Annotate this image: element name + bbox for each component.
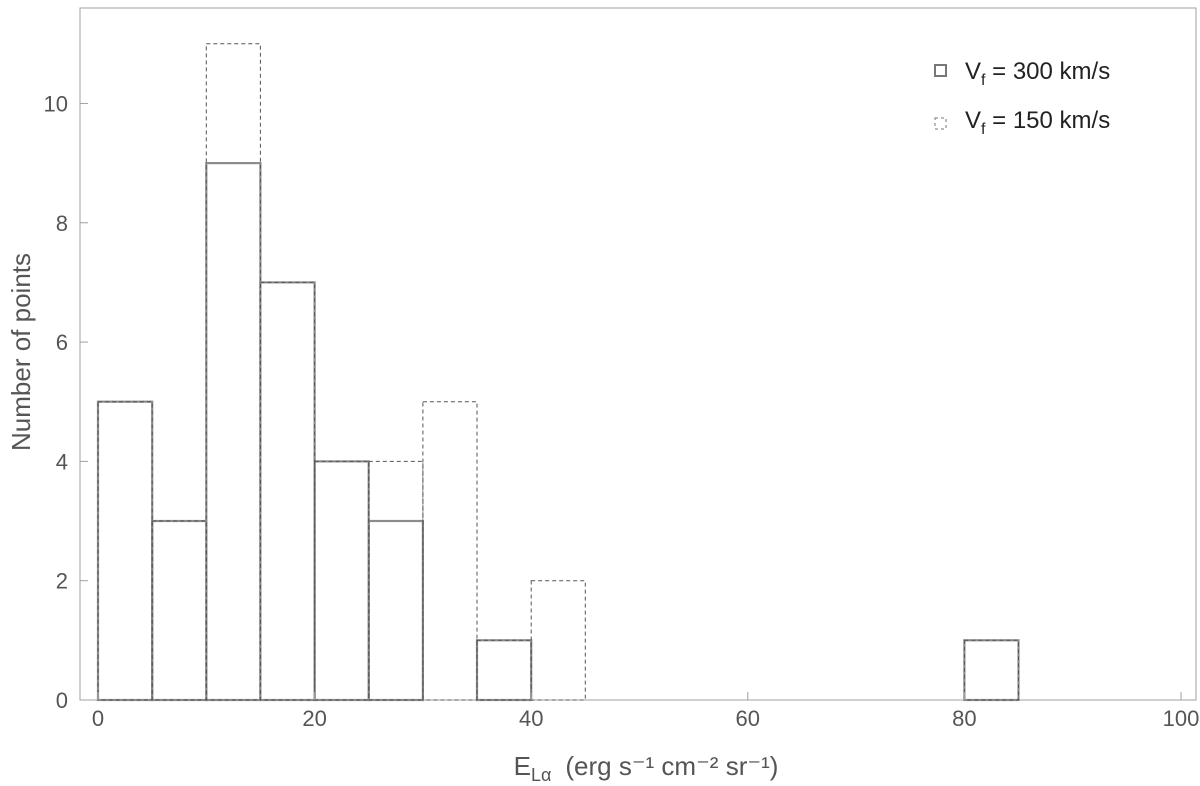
bar-vf-150-bin-35-40	[476, 639, 532, 701]
y-tick-label: 0	[56, 688, 68, 713]
y-tick-label: 2	[56, 569, 68, 594]
bar-vf-300-bin-80-85	[963, 639, 1020, 702]
legend-label-vf-300: Vf = 300 km/s	[965, 58, 1110, 89]
y-tick-label: 10	[44, 91, 68, 116]
series-vf-150-bars	[97, 43, 1020, 701]
x-axis-title: ELα (erg s⁻¹ cm⁻² sr⁻¹)	[514, 751, 779, 785]
x-axis-title-main: E	[514, 751, 531, 781]
bar-vf-300-bin-20-25	[313, 460, 370, 702]
legend: Vf = 300 km/s Vf = 150 km/s	[934, 58, 1110, 138]
x-tick-label: 40	[519, 706, 543, 731]
bar-vf-150-bin-10-15	[205, 43, 261, 701]
bar-vf-150-bin-30-35	[422, 401, 478, 701]
bar-vf-300-bin-25-30	[367, 519, 424, 702]
y-tick-label: 6	[56, 330, 68, 355]
series-vf-300-bars	[96, 162, 1020, 702]
bar-vf-150-bin-80-85	[963, 639, 1020, 701]
bar-vf-150-bin-5-10	[151, 520, 207, 701]
legend-swatch-vf-300	[934, 64, 947, 77]
x-tick-label: 60	[736, 706, 760, 731]
bar-vf-150-bin-20-25	[314, 460, 370, 701]
bar-vf-300-bin-15-20	[259, 281, 316, 702]
bar-vf-150-bin-0-5	[97, 401, 153, 701]
legend-swatch-vf-150	[934, 117, 947, 130]
x-axis-ticks: 0 20 40 60 80 100	[92, 692, 1199, 731]
bar-vf-150-bin-15-20	[259, 281, 316, 701]
bar-vf-150-bin-25-30	[368, 460, 424, 701]
bar-vf-300-bin-10-15	[205, 162, 262, 702]
x-tick-label: 80	[952, 706, 976, 731]
x-tick-label: 0	[92, 706, 104, 731]
bar-vf-300-bin-0-5	[96, 400, 154, 702]
y-axis-title: Number of points	[6, 253, 36, 451]
y-tick-label: 4	[56, 449, 68, 474]
bar-vf-300-bin-35-40	[475, 639, 533, 702]
x-axis-title-subscript: Lα	[531, 765, 551, 785]
bar-vf-300-bin-5-10	[151, 519, 208, 702]
plot-frame	[79, 7, 1197, 701]
x-axis-title-units: (erg s⁻¹ cm⁻² sr⁻¹)	[565, 751, 778, 781]
y-tick-label: 8	[56, 211, 68, 236]
legend-label-vf-150: Vf = 150 km/s	[965, 107, 1110, 138]
y-axis-ticks: 0 2 4 6 8 10	[44, 91, 88, 713]
x-tick-label: 20	[302, 706, 326, 731]
x-tick-label: 100	[1163, 706, 1200, 731]
bar-vf-150-bin-40-45	[530, 580, 586, 701]
